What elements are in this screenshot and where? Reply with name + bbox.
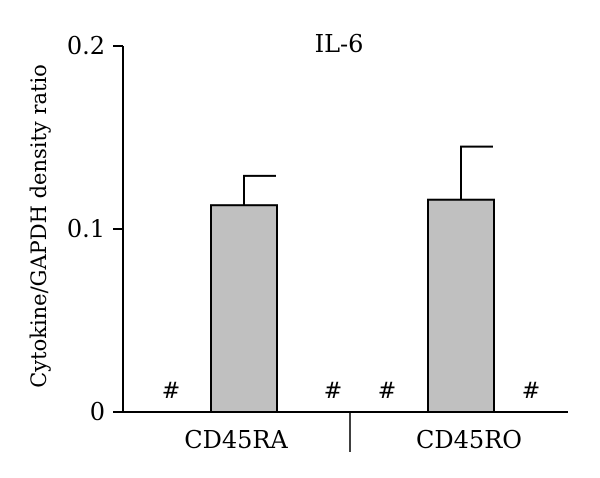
y-tick-label: 0 (90, 398, 105, 426)
group-label: CD45RA (184, 426, 288, 454)
not-detected-marker: # (522, 379, 540, 404)
y-tick-label: 0.2 (67, 32, 105, 60)
y-tick-label: 0.1 (67, 215, 105, 243)
group-label: CD45RO (416, 426, 522, 454)
chart-title: IL-6 (315, 30, 364, 58)
not-detected-marker: # (324, 379, 342, 404)
not-detected-marker: # (162, 379, 180, 404)
y-axis-label: Cytokine/GAPDH density ratio (27, 64, 51, 388)
bar-cd45ra (210, 204, 278, 413)
bars-layer: # # # # (162, 145, 540, 413)
not-detected-marker: # (378, 379, 396, 404)
bar-cd45ro (427, 198, 495, 413)
group-labels: CD45RA CD45RO (184, 426, 522, 454)
y-axis-ticks: 0 0.1 0.2 (67, 32, 123, 426)
